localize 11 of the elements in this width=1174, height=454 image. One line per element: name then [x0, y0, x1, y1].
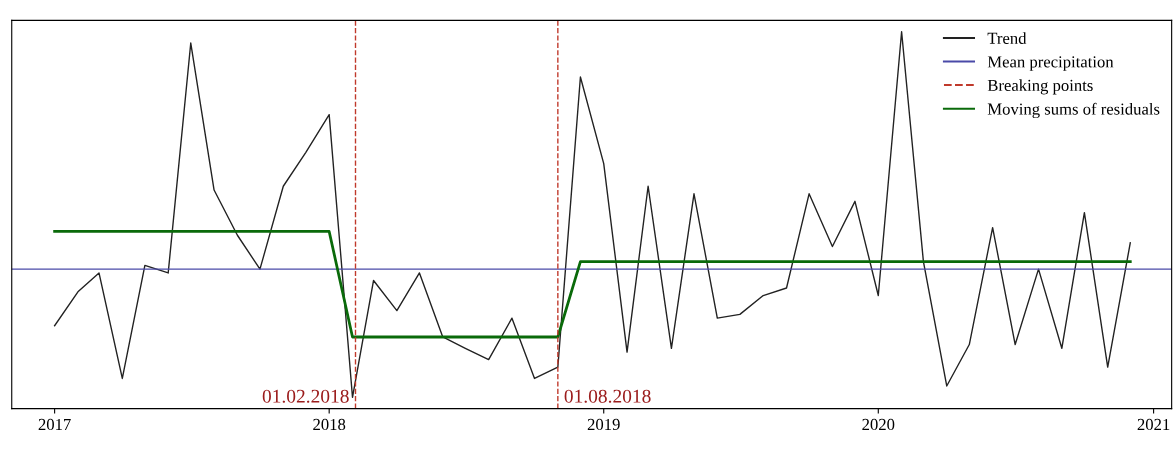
x-tick-label: 2020 [862, 418, 895, 431]
x-tick-label: 2017 [38, 418, 71, 431]
legend-label: Moving sums of residuals [987, 102, 1160, 119]
ref-line-label: 01.08.2018 [564, 389, 651, 403]
ref-line-label: 01.02.2018 [262, 389, 349, 403]
annotation: Breaking points [987, 79, 1093, 95]
legend-label: Mean precipitation [987, 56, 1114, 71]
x-tick-label: 2018 [313, 418, 346, 431]
x-tick-label: 2021 [1137, 418, 1170, 431]
x-tick-label: 2019 [587, 418, 620, 431]
legend-label: Trend [987, 32, 1027, 44]
